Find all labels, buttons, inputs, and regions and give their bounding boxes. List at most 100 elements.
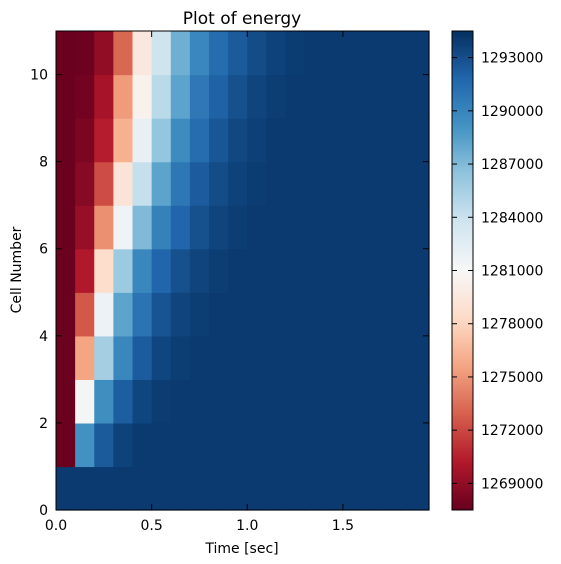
heatmap-cell bbox=[342, 248, 363, 293]
heatmap-cell bbox=[170, 335, 191, 380]
heatmap-cell bbox=[381, 118, 401, 163]
heatmap-cell bbox=[132, 466, 153, 511]
heatmap-cell bbox=[304, 466, 325, 511]
heatmap-cell bbox=[56, 118, 76, 163]
heatmap-cell bbox=[247, 335, 268, 380]
heatmap-cell bbox=[342, 205, 363, 250]
axis-ticks: 0.0 0.5 1.0 1.5 0 2 4 6 8 10 bbox=[30, 31, 429, 534]
heatmap-cell bbox=[342, 118, 363, 163]
heatmap-cell bbox=[56, 466, 76, 511]
heatmap-cell bbox=[362, 248, 382, 293]
heatmap-cell bbox=[400, 379, 421, 424]
heatmap-cell bbox=[132, 248, 153, 293]
colorbar-tick-label: 1281000 bbox=[481, 264, 543, 280]
heatmap-cell bbox=[342, 379, 363, 424]
heatmap-cell bbox=[113, 161, 134, 206]
y-tick-label: 0 bbox=[39, 503, 48, 519]
heatmap-cell bbox=[285, 31, 306, 76]
heatmap-cell bbox=[209, 335, 229, 380]
colorbar-ticks: 1269000 1272000 1275000 1278000 1281000 12840… bbox=[452, 51, 543, 492]
heatmap-cell bbox=[189, 74, 210, 119]
heatmap-cell bbox=[266, 74, 287, 119]
heatmap-cell bbox=[228, 74, 248, 119]
heatmap-cell bbox=[419, 248, 430, 293]
colorbar-tick-label: 1272000 bbox=[481, 423, 543, 439]
heatmap-cell bbox=[266, 248, 287, 293]
heatmap-cell bbox=[323, 466, 344, 511]
heatmap-cell bbox=[189, 161, 210, 206]
heatmap-cell bbox=[94, 379, 114, 424]
heatmap-cell bbox=[189, 205, 210, 250]
heatmap-cell bbox=[304, 248, 325, 293]
y-tick-label: 4 bbox=[39, 329, 48, 345]
heatmap-cell bbox=[170, 292, 191, 337]
heatmap-cell bbox=[209, 466, 229, 511]
heatmap-cell bbox=[381, 335, 401, 380]
heatmap-cell bbox=[304, 161, 325, 206]
heatmap-cell bbox=[94, 118, 114, 163]
heatmap-cell bbox=[132, 31, 153, 76]
y-tick-label: 10 bbox=[30, 68, 48, 84]
heatmap-cell bbox=[400, 466, 421, 511]
heatmap-cell bbox=[342, 466, 363, 511]
y-tick-label: 2 bbox=[39, 416, 48, 432]
colorbar-tick-label: 1290000 bbox=[481, 104, 543, 120]
heatmap-cell bbox=[209, 205, 229, 250]
heatmap-cell bbox=[94, 74, 114, 119]
heatmap-cell bbox=[170, 248, 191, 293]
heatmap-cell bbox=[419, 74, 430, 119]
heatmap-cell bbox=[381, 74, 401, 119]
heatmap-cell bbox=[247, 466, 268, 511]
heatmap-cell bbox=[266, 118, 287, 163]
heatmap-cell bbox=[132, 205, 153, 250]
heatmap-cell bbox=[342, 31, 363, 76]
heatmap-cell bbox=[56, 335, 76, 380]
heatmap-cell bbox=[362, 292, 382, 337]
x-tick-label: 1.5 bbox=[332, 518, 354, 534]
heatmap-cell bbox=[419, 205, 430, 250]
heatmap-cell bbox=[266, 466, 287, 511]
heatmap-cell bbox=[285, 335, 306, 380]
heatmap-cell bbox=[151, 335, 172, 380]
heatmap-cell bbox=[209, 422, 229, 468]
y-tick-label: 8 bbox=[39, 155, 48, 171]
heatmap-cell bbox=[75, 466, 95, 511]
heatmap-cell bbox=[419, 379, 430, 424]
heatmap-cell bbox=[247, 248, 268, 293]
heatmap-cell bbox=[189, 335, 210, 380]
heatmap-cell bbox=[285, 74, 306, 119]
heatmap-cell bbox=[323, 118, 344, 163]
heatmap-cell bbox=[75, 161, 95, 206]
heatmap-cell bbox=[170, 74, 191, 119]
heatmap-cell bbox=[151, 248, 172, 293]
y-tick-label: 6 bbox=[39, 242, 48, 258]
heatmap-cell bbox=[285, 292, 306, 337]
heatmap-cell bbox=[56, 74, 76, 119]
heatmap-cell bbox=[151, 31, 172, 76]
heatmap-cell bbox=[304, 74, 325, 119]
heatmap-cell bbox=[228, 205, 248, 250]
heatmap-cell bbox=[209, 161, 229, 206]
heatmap-cell bbox=[419, 335, 430, 380]
heatmap-cell bbox=[228, 292, 248, 337]
heatmap-cell bbox=[170, 466, 191, 511]
heatmap-cell bbox=[381, 466, 401, 511]
heatmap-cell bbox=[132, 422, 153, 468]
heatmap-cell bbox=[151, 292, 172, 337]
heatmap-cell bbox=[75, 118, 95, 163]
heatmap-cell bbox=[362, 205, 382, 250]
heatmap-cell bbox=[285, 248, 306, 293]
heatmap-cell bbox=[381, 31, 401, 76]
heatmap-cell bbox=[189, 118, 210, 163]
heatmap-cell bbox=[189, 379, 210, 424]
heatmap-cell bbox=[247, 422, 268, 468]
heatmap-cell bbox=[228, 379, 248, 424]
heatmap-cell bbox=[56, 205, 76, 250]
heatmap-cell bbox=[113, 248, 134, 293]
heatmap-cell bbox=[266, 31, 287, 76]
heatmap-cell bbox=[400, 31, 421, 76]
heatmap-cell bbox=[419, 31, 430, 76]
heatmap-cell bbox=[285, 161, 306, 206]
heatmap-cell bbox=[132, 161, 153, 206]
